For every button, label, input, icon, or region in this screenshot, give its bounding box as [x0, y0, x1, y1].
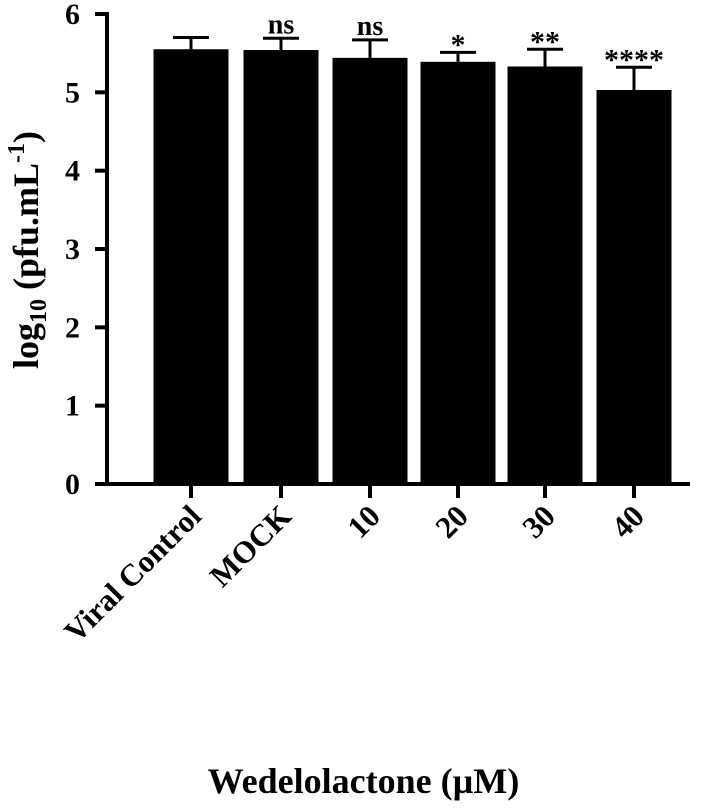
x-tick-label: MOCK [203, 498, 298, 593]
bars: ns ns* ****** [153, 9, 672, 485]
y-axis: 0 1 2 3 4 5 6 [65, 0, 109, 501]
y-axis-title-close: ) [6, 131, 46, 143]
y-axis-title: log10 (pfu.mL-1) [4, 131, 52, 369]
y-tick-label: 6 [65, 0, 80, 31]
bar [507, 66, 583, 484]
x-axis-label: Wedelolactone (µM) [207, 761, 520, 801]
y-tick-label: 0 [65, 468, 80, 501]
y-axis-title-main: (pfu.mL [6, 163, 46, 299]
x-tick-label: 20 [428, 498, 475, 545]
y-tick-label: 3 [65, 233, 80, 266]
x-tick-label: Viral Control [57, 498, 208, 649]
significance-label: ns [357, 11, 384, 42]
bar [243, 50, 319, 485]
y-tick-label: 1 [65, 390, 80, 423]
significance-label: ** [530, 25, 560, 58]
bar [332, 57, 408, 484]
y-axis-title-subscript: 10 [26, 299, 52, 323]
y-axis-label: log10 (pfu.mL-1) [4, 131, 52, 369]
x-tick-label: 30 [515, 498, 562, 545]
bar [153, 49, 229, 484]
significance-label: * [451, 28, 466, 61]
significance-label: **** [604, 43, 664, 76]
bar [596, 89, 672, 484]
y-tick-label: 2 [65, 311, 80, 344]
y-tick-label: 4 [65, 155, 80, 188]
x-tick-label: 40 [604, 498, 651, 545]
bar [420, 61, 496, 485]
y-axis-title-superscript: -1 [4, 143, 30, 163]
y-axis-title-prefix: log [6, 323, 46, 369]
x-tick-label: 10 [340, 498, 387, 545]
significance-label: ns [268, 9, 295, 40]
y-tick-label: 5 [65, 76, 80, 109]
